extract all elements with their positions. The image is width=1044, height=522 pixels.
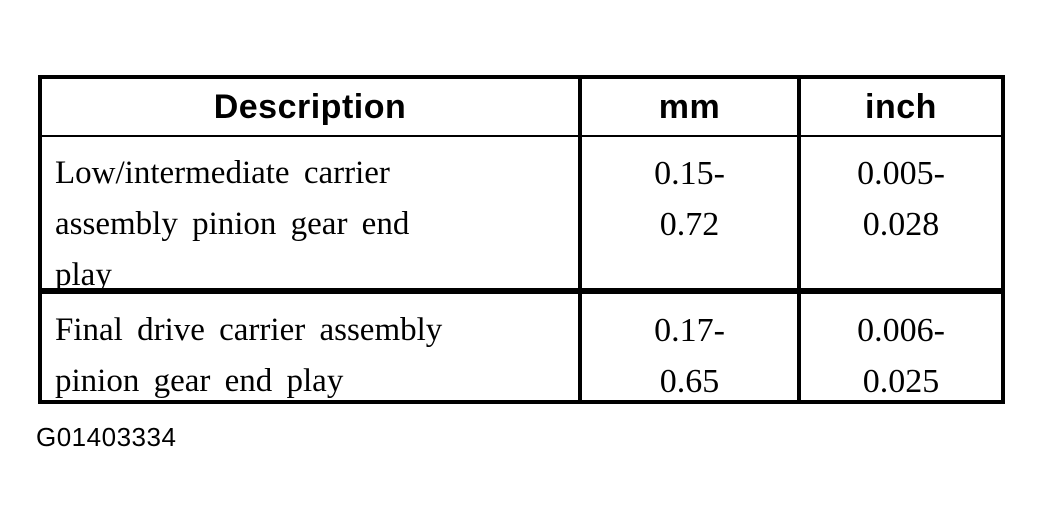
column-header-description: Description [42, 79, 582, 137]
description-line: Low/intermediate carrier [55, 155, 390, 191]
figure-id: G01403334 [36, 422, 177, 452]
mm-value-line: 0.15- [654, 155, 725, 192]
column-header-mm: mm [582, 79, 801, 137]
table-row-2-description-cell: Final drive carrier assembly pinion gear… [42, 294, 582, 400]
inch-value-line: 0.028 [862, 206, 940, 243]
table-row-1-description-cell: Low/intermediate carrier assembly pinion… [42, 137, 582, 294]
table-row-1-mm-cell: 0.15- 0.72 [582, 137, 801, 294]
column-header-description-label: Description [213, 87, 407, 126]
table-row-2-mm-cell: 0.17- 0.65 [582, 294, 801, 400]
column-header-inch-label: inch [865, 87, 937, 126]
description-line: assembly pinion gear end [55, 206, 410, 242]
spec-table: Description mm inch Low/intermediate car… [38, 75, 1005, 404]
description-line: pinion gear end play [55, 363, 344, 399]
description-line: Final drive carrier assembly [55, 312, 443, 348]
table-row-2-inch-cell: 0.006- 0.025 [801, 294, 1001, 400]
description-line: play [55, 257, 112, 293]
inch-value-line: 0.005- [857, 155, 945, 192]
mm-value-line: 0.65 [659, 363, 720, 400]
inch-value-line: 0.006- [857, 312, 945, 349]
column-header-inch: inch [801, 79, 1001, 137]
inch-value-line: 0.025 [862, 363, 940, 400]
table-row-1-inch-cell: 0.005- 0.028 [801, 137, 1001, 294]
mm-value-line: 0.17- [654, 312, 725, 349]
column-header-mm-label: mm [658, 87, 721, 126]
mm-value-line: 0.72 [659, 206, 720, 243]
